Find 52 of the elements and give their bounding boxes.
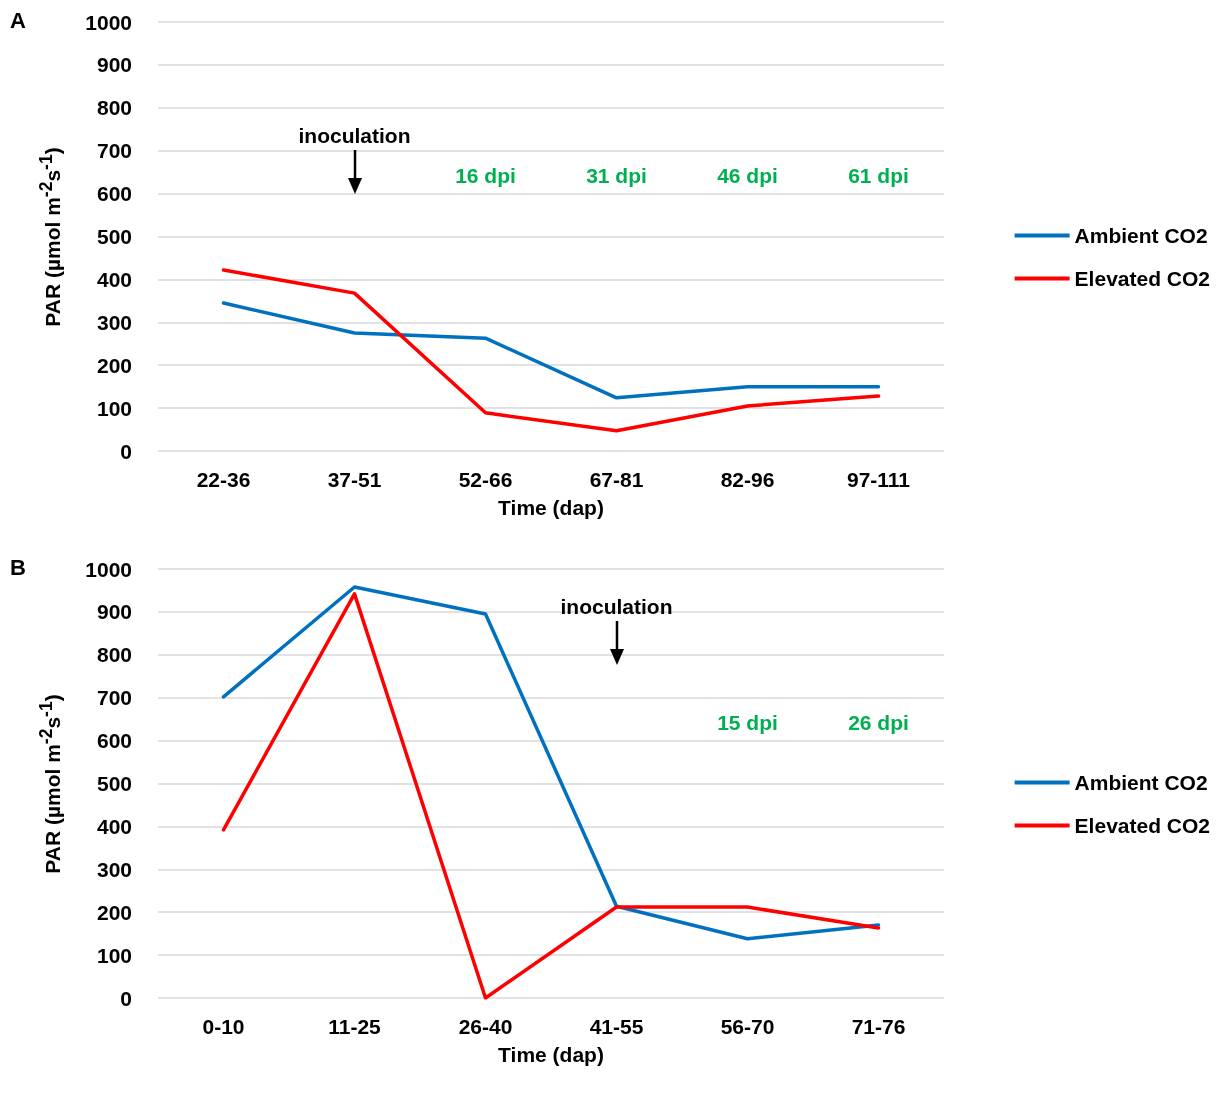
x-tick-label: 82-96 (720, 468, 775, 491)
y-tick-label: 100 (96, 943, 132, 967)
x-axis-title: Time (dap) (498, 496, 604, 519)
annotation: inoculation (560, 595, 673, 619)
x-tick-label: 26-40 (458, 1015, 513, 1038)
annotation: 15 dpi (717, 711, 778, 735)
x-tick-label: 56-70 (720, 1015, 775, 1038)
y-tick-label: 200 (96, 900, 132, 924)
x-axis-title: Time (dap) (498, 1043, 604, 1066)
y-tick-label: 800 (96, 96, 132, 120)
legend-label: Elevated CO2 (1074, 267, 1211, 290)
y-tick-label: 0 (120, 986, 132, 1010)
x-tick-label: 71-76 (851, 1015, 906, 1038)
y-tick-label: 500 (96, 772, 132, 795)
y-tick-label: 600 (96, 729, 132, 753)
annotation: 16 dpi (455, 164, 516, 188)
legend-label: Ambient CO2 (1074, 771, 1208, 794)
y-tick-label: 400 (96, 267, 132, 291)
y-tick-label: 100 (96, 396, 132, 420)
annotation: inoculation (298, 124, 411, 148)
annotation: 31 dpi (586, 164, 647, 188)
line-series (221, 301, 881, 400)
line-series (221, 268, 881, 433)
y-tick-label: 600 (96, 182, 132, 206)
chart-title: A (10, 8, 26, 34)
x-tick-label: 52-66 (458, 468, 513, 491)
y-tick-label: 300 (96, 310, 132, 334)
x-tick-label: 97-111 (846, 468, 911, 491)
y-tick-label: 0 (120, 439, 132, 463)
chart-title: B (10, 555, 26, 581)
x-tick-label: 22-36 (196, 468, 251, 491)
annotation: 26 dpi (848, 711, 909, 735)
x-tick-label: 37-51 (327, 468, 382, 491)
annotation: 61 dpi (848, 164, 909, 188)
x-tick-label: 11-25 (328, 1015, 382, 1038)
legend-label: Ambient CO2 (1074, 224, 1208, 247)
y-tick-label: 500 (96, 225, 132, 248)
y-tick-label: 900 (96, 600, 132, 624)
y-tick-label: 700 (96, 139, 132, 163)
y-tick-label: 1000 (85, 557, 132, 581)
x-tick-label: 0-10 (202, 1015, 245, 1038)
y-tick-label: 700 (96, 686, 132, 710)
legend-label: Elevated CO2 (1074, 814, 1211, 837)
y-tick-label: 900 (96, 53, 132, 77)
y-tick-label: 300 (96, 857, 132, 881)
x-tick-label: 41-55 (589, 1015, 644, 1038)
y-tick-label: 200 (96, 353, 132, 377)
x-tick-label: 67-81 (589, 468, 644, 491)
annotation: 46 dpi (717, 164, 778, 188)
y-tick-label: 400 (96, 814, 132, 838)
y-tick-label: 800 (96, 643, 132, 667)
y-tick-label: 1000 (85, 10, 132, 34)
